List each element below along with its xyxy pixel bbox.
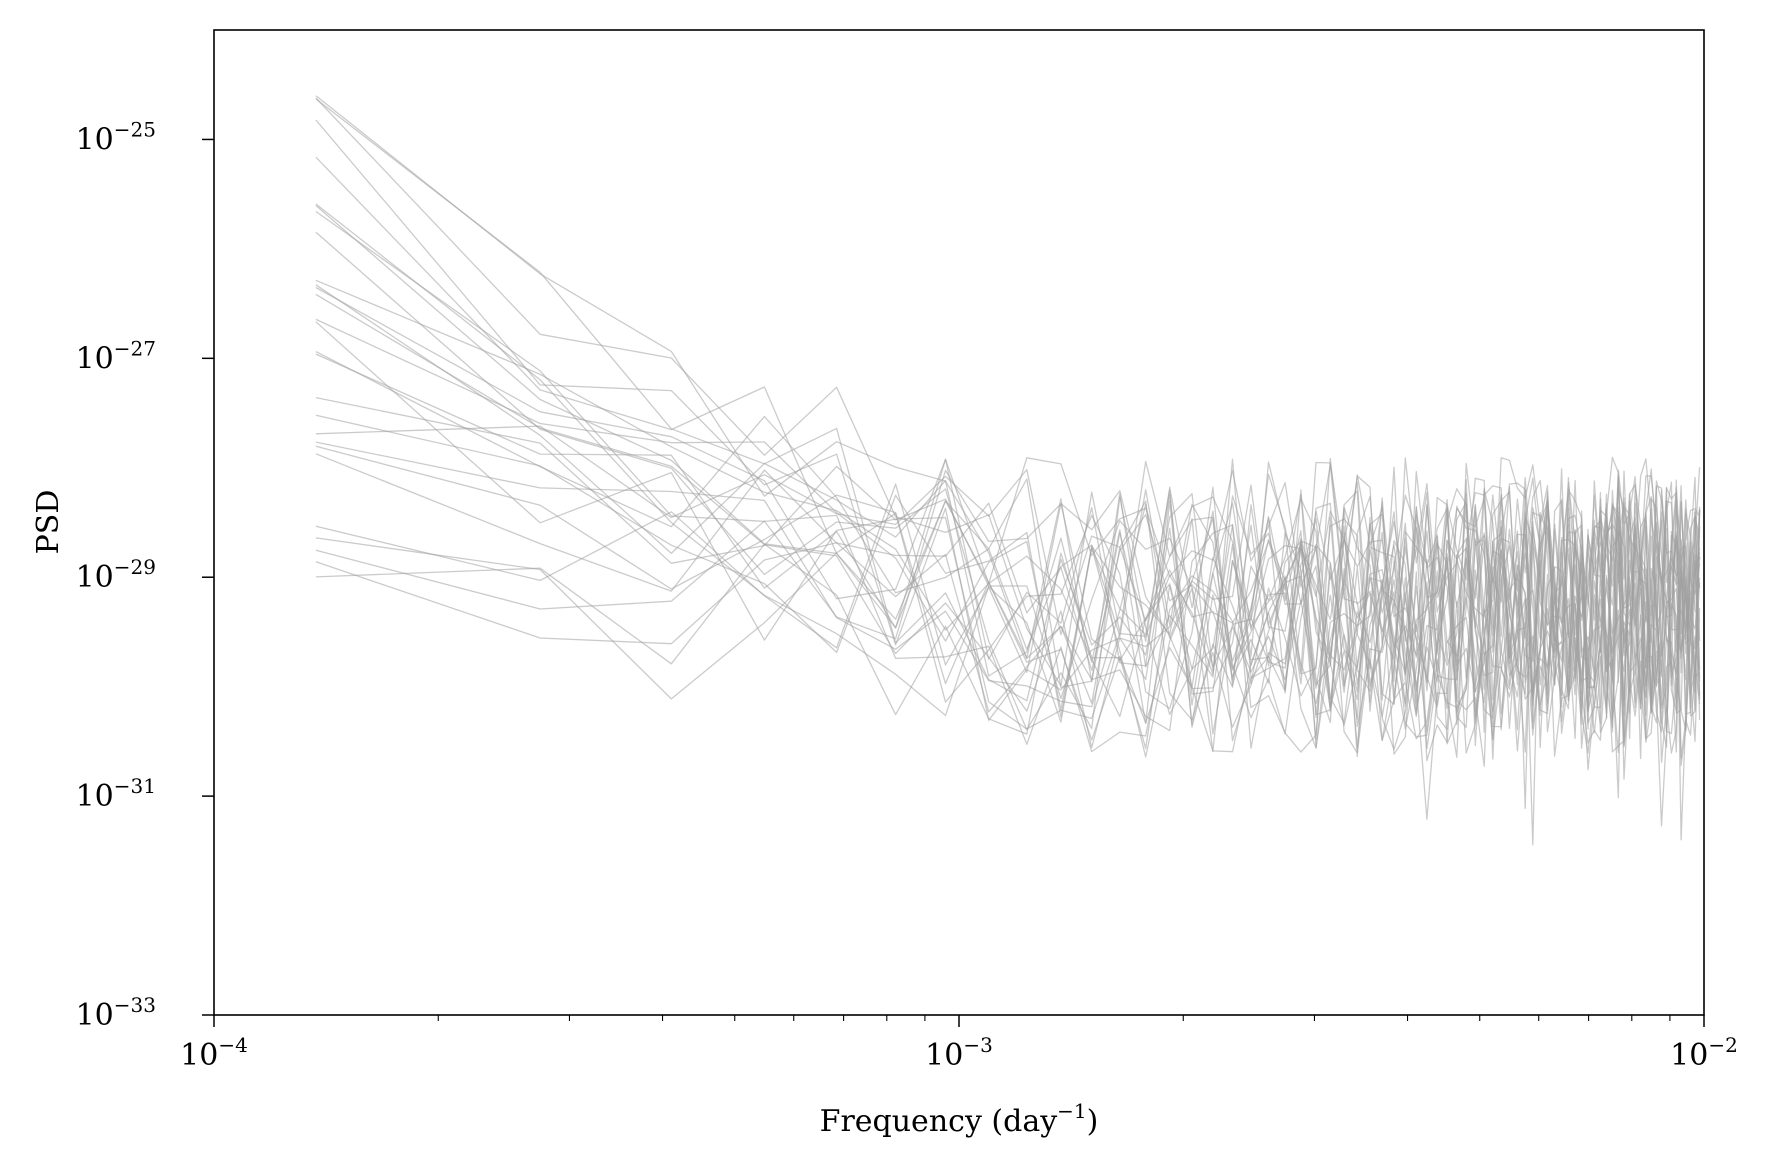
psd-series-line: [315, 414, 1701, 735]
y-tick-label: 10−29: [76, 555, 156, 595]
psd-series-line: [315, 523, 1701, 758]
psd-series-line: [315, 279, 1701, 767]
y-tick-label: 10−27: [76, 336, 156, 376]
y-axis-label: PSD: [31, 490, 66, 555]
x-tick-label: 10−3: [925, 1033, 993, 1073]
psd-series-line: [315, 456, 1701, 701]
x-tick-label: 10−2: [1670, 1033, 1738, 1073]
y-tick-label: 10−25: [76, 117, 156, 157]
y-tick-label: 10−31: [76, 774, 156, 814]
series-layer: [315, 95, 1701, 846]
x-axis-label: Frequency (day−1): [820, 1099, 1099, 1139]
x-tick-label: 10−4: [180, 1033, 248, 1073]
psd-series-line: [315, 425, 1701, 708]
y-tick-label: 10−33: [76, 993, 156, 1033]
psd-series-line: [315, 483, 1701, 719]
psd-series-line: [315, 441, 1701, 771]
tick-layer: 10−4 10−3 10−2 10−25 10−27 10−29 10−31 10−33: [76, 117, 1738, 1073]
